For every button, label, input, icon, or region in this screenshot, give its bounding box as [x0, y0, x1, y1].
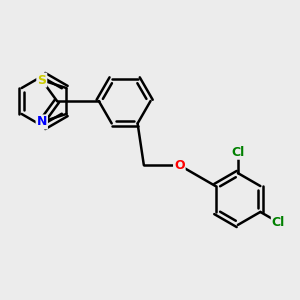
Text: Cl: Cl — [231, 146, 244, 159]
Text: N: N — [37, 116, 47, 128]
Text: O: O — [174, 159, 185, 172]
Text: Cl: Cl — [272, 216, 285, 229]
Text: S: S — [37, 74, 46, 87]
